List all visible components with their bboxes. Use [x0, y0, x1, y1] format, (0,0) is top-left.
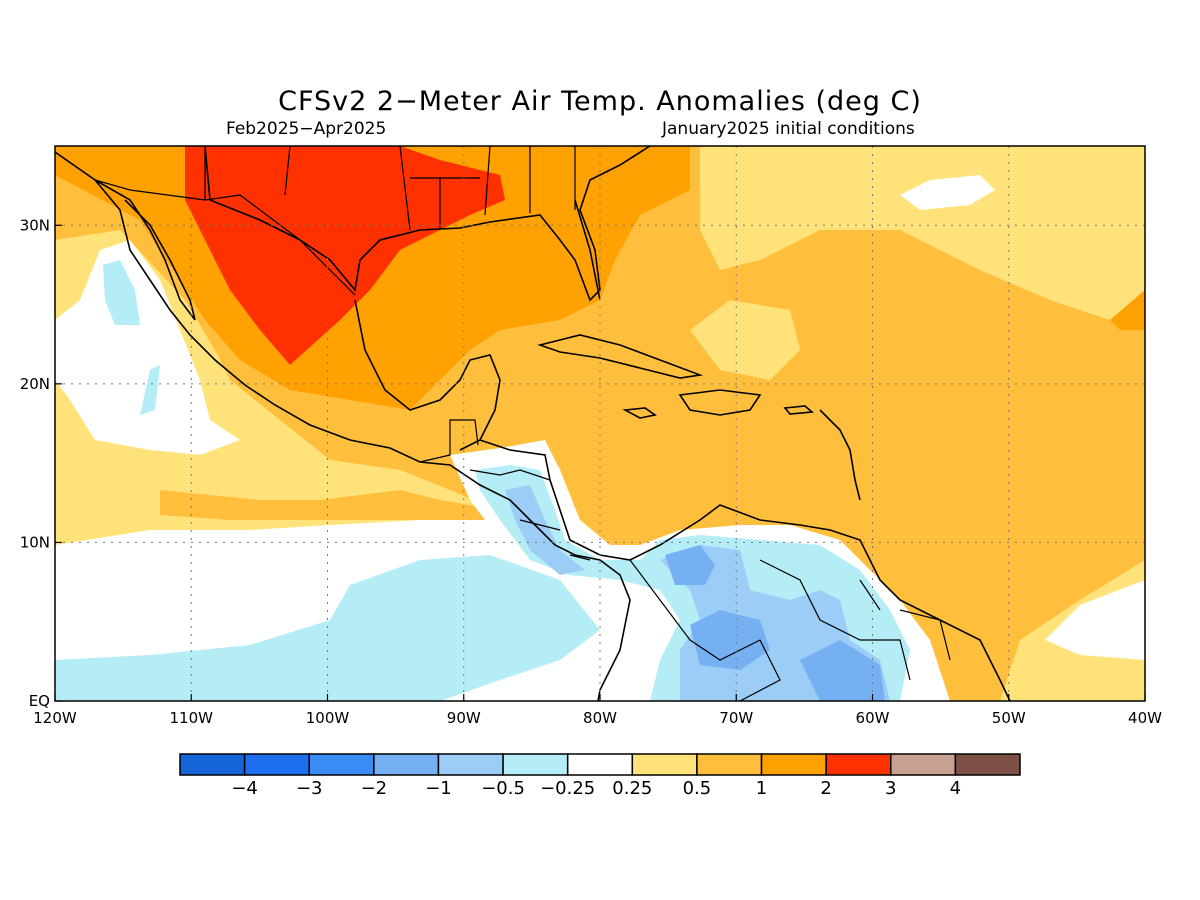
colorbar-swatch: [890, 753, 957, 776]
coastline-hispaniola: [678, 389, 762, 416]
coastline-florida: [574, 199, 601, 301]
coastline-lesser-antilles: [819, 409, 861, 501]
colorbar-swatch: [825, 753, 892, 776]
map-title: CFSv2 2−Meter Air Temp. Anomalies (deg C…: [278, 86, 922, 117]
colorbar-swatch: [631, 753, 698, 776]
axis-ticks: 120W 110W 100W 90W 80W 70W 60W 50W 40W EQ 10N 20N 30…: [20, 216, 1162, 727]
colorbar-label: 1: [756, 778, 767, 799]
y-tick-label: 30N: [20, 216, 50, 234]
y-tick-label: EQ: [29, 692, 50, 710]
coastline-baja: [94, 179, 196, 321]
border-us-states: [204, 146, 576, 231]
coastline-jamaica: [622, 407, 657, 419]
coastline-pacific-mexico: [55, 151, 631, 701]
colorbar-swatch: [696, 753, 763, 776]
x-tick-label: 60W: [856, 709, 890, 727]
x-tick-label: 70W: [719, 709, 753, 727]
colorbar-swatch: [502, 753, 569, 776]
y-tick-label: 10N: [20, 533, 50, 551]
colorbar-label: −0.5: [481, 778, 525, 799]
coastline-yucatan: [354, 299, 501, 451]
anomaly-region-mid-blue-north: [665, 545, 715, 585]
colorbar-label: 0.25: [612, 778, 652, 799]
initial-conditions: January2025 initial conditions: [662, 119, 915, 139]
coastlines: [55, 146, 1011, 701]
x-tick-label: 50W: [992, 709, 1026, 727]
colorbar-label: 3: [885, 778, 896, 799]
x-tick-label: 100W: [306, 709, 350, 727]
anomaly-region-white-atlantic: [900, 175, 995, 210]
border-south-america: [629, 559, 951, 701]
anomaly-region-mid-blue-southeast: [800, 640, 885, 701]
map-area: [55, 146, 1145, 701]
colorbar-swatch: [373, 753, 440, 776]
border-mexico-guatemala: [419, 419, 479, 463]
anomaly-region-mid-blue-south: [690, 610, 770, 670]
anomaly-region-pale-blue-baja: [103, 260, 140, 325]
colorbar-label: −1: [425, 778, 452, 799]
y-tick-label: 20N: [20, 375, 50, 393]
colorbar-label: −4: [231, 778, 258, 799]
anomaly-region-red: [185, 146, 505, 365]
political-borders: [94, 146, 951, 701]
x-tick-label: 110W: [170, 709, 214, 727]
forecast-period: Feb2025−Apr2025: [226, 119, 387, 139]
anomaly-region-white-pacific-north: [55, 240, 240, 455]
colorbar-label: −3: [296, 778, 323, 799]
anomaly-region-pale-yellow-mid: [690, 300, 800, 380]
x-tick-label: 40W: [1128, 709, 1162, 727]
anomaly-region-white-far-east: [1045, 580, 1145, 660]
colorbar-swatch: [437, 753, 504, 776]
colorbar-label: 4: [950, 778, 961, 799]
border-central-america: [469, 469, 591, 561]
colorbar-label: 0.5: [683, 778, 712, 799]
x-tick-label: 90W: [447, 709, 481, 727]
colorbar-swatch: [308, 753, 375, 776]
x-tick-label: 80W: [583, 709, 617, 727]
colorbar-swatch: [243, 753, 310, 776]
coastline-gulf: [204, 146, 651, 302]
colorbar-swatch: [566, 753, 634, 776]
coastline-caribbean-central-america: [479, 439, 1011, 701]
coastline-puerto-rico: [783, 405, 814, 415]
anomaly-region-light-blue-isthmus: [505, 485, 585, 575]
anomaly-region-pale-blue-islet: [140, 365, 160, 415]
x-tick-label: 120W: [33, 709, 77, 727]
colorbar-label: −2: [361, 778, 388, 799]
anomaly-region-pale-yellow-north: [700, 146, 1145, 320]
colorbar: −4 −3 −2 −1 −0.5 −0.25 0.25 0.5 1 2 3 4: [179, 753, 1021, 799]
colorbar-swatch: [760, 753, 827, 776]
anomaly-region-orange-atlantic: [1110, 290, 1145, 330]
colorbar-swatch: [179, 753, 246, 776]
grid-lines: [55, 146, 1145, 701]
colorbar-label: 2: [820, 778, 831, 799]
border-us-mexico: [94, 179, 356, 296]
colorbar-swatch: [954, 753, 1021, 776]
colorbar-label: −0.25: [540, 778, 595, 799]
